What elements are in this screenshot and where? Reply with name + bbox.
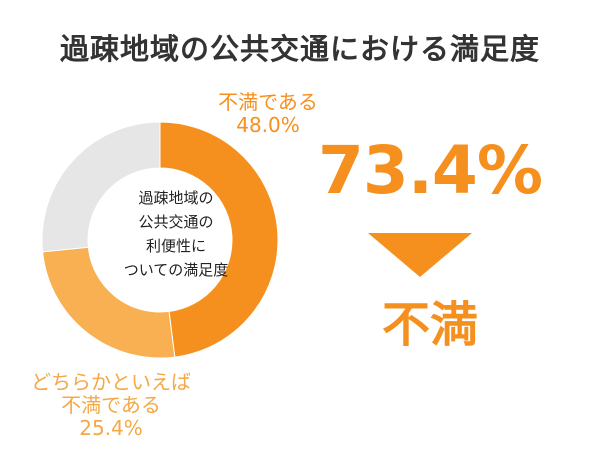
down-arrow-icon (368, 233, 472, 277)
chart-title: 過疎地域の公共交通における満足度 (59, 32, 540, 66)
donut-slice-other (41, 121, 161, 253)
center-label-line: 利便性に (145, 237, 206, 255)
slice-label-somewhat-value: 25.4% (79, 416, 143, 440)
center-label-line: 公共交通の (138, 213, 214, 231)
slice-label-dissatisfied: 不満である 48.0% (198, 91, 338, 137)
headline-word: 不満 (381, 297, 478, 353)
slice-label-somewhat-name-line1: どちらかといえば (31, 370, 191, 394)
center-label-line: ついての満足度 (123, 261, 229, 279)
slice-label-dissatisfied-name: 不満である (218, 90, 318, 114)
donut-center-label: 過疎地域の 公共交通の 利便性に ついての満足度 (96, 186, 256, 282)
headline-percent: 73.4% (318, 132, 543, 209)
center-label-line: 過疎地域の (138, 189, 214, 207)
slice-label-somewhat-dissatisfied: どちらかといえば 不満である 25.4% (6, 371, 216, 440)
slice-label-somewhat-name-line2: 不満である (61, 393, 161, 417)
donut-slice-dissatisfied (159, 121, 279, 358)
slice-label-dissatisfied-value: 48.0% (236, 113, 300, 137)
